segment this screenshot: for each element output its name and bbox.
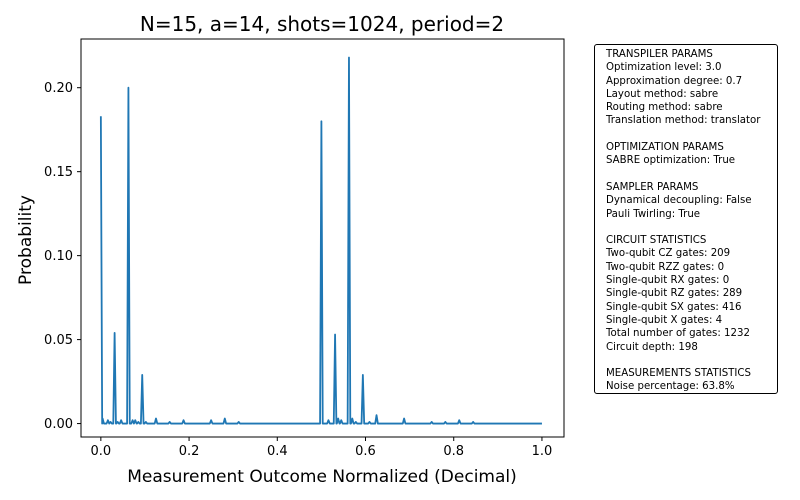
info-line: Routing method: sabre [606, 102, 723, 114]
info-line: Single-qubit RX gates: 0 [606, 275, 730, 287]
info-line: MEASUREMENTS STATISTICS [606, 368, 751, 380]
y-tick-label: 0.15 [44, 165, 73, 180]
info-line: Translation method: translator [606, 115, 761, 127]
x-tick-label: 0.0 [91, 444, 112, 459]
info-line: Pauli Twirling: True [606, 208, 701, 220]
series-line [99, 56, 542, 425]
info-line: Optimization level: 3.0 [606, 62, 722, 74]
y-axis-label: Probability [16, 195, 36, 285]
info-line [606, 128, 777, 141]
y-tick-label: 0.10 [44, 249, 73, 264]
x-tick-label: 0.4 [267, 444, 288, 459]
axes-frame [80, 38, 565, 438]
info-line [606, 221, 777, 234]
x-axis-label: Measurement Outcome Normalized (Decimal) [127, 467, 517, 487]
plot-area: 0.0 0.2 0.4 0.6 0.8 1.0 0.00 0.05 0.10 0.15 0.20 [44, 38, 565, 459]
info-line: Dynamical decoupling: False [606, 195, 752, 207]
info-line: Two-qubit RZZ gates: 0 [606, 261, 725, 273]
info-line: Circuit depth: 198 [606, 341, 698, 353]
info-line: Two-qubit CZ gates: 209 [606, 248, 731, 260]
x-tick-label: 1.0 [532, 444, 553, 459]
info-lines: TRANSPILER PARAMS Optimization level: 3.0… [606, 48, 777, 393]
y-tick-label: 0.20 [44, 81, 73, 96]
info-line: Layout method: sabre [606, 88, 719, 100]
chart-title: N=15, a=14, shots=1024, period=2 [140, 12, 504, 36]
info-line: TRANSPILER PARAMS [606, 49, 713, 60]
x-tick-label: 0.2 [179, 444, 200, 459]
info-line [606, 354, 777, 367]
info-line: Noise percentage: 63.8% [606, 381, 735, 393]
info-line: Single-qubit SX gates: 416 [606, 301, 742, 313]
info-line: Approximation degree: 0.7 [606, 75, 743, 87]
y-tick-label: 0.05 [44, 333, 73, 348]
info-line: Single-qubit X gates: 4 [606, 314, 723, 326]
info-line [606, 168, 777, 181]
info-line: Total number of gates: 1232 [606, 328, 750, 340]
x-tick-label: 0.8 [443, 444, 464, 459]
parameters-info-box: TRANSPILER PARAMS Optimization level: 3.0… [594, 44, 778, 394]
info-line: CIRCUIT STATISTICS [606, 235, 707, 247]
info-line: SABRE optimization: True [606, 155, 736, 167]
x-tick-label: 0.6 [355, 444, 376, 459]
y-tick-label: 0.00 [44, 417, 73, 432]
info-line: OPTIMIZATION PARAMS [606, 142, 724, 154]
info-line: Single-qubit RZ gates: 289 [606, 288, 743, 300]
info-line: SAMPLER PARAMS [606, 181, 699, 193]
